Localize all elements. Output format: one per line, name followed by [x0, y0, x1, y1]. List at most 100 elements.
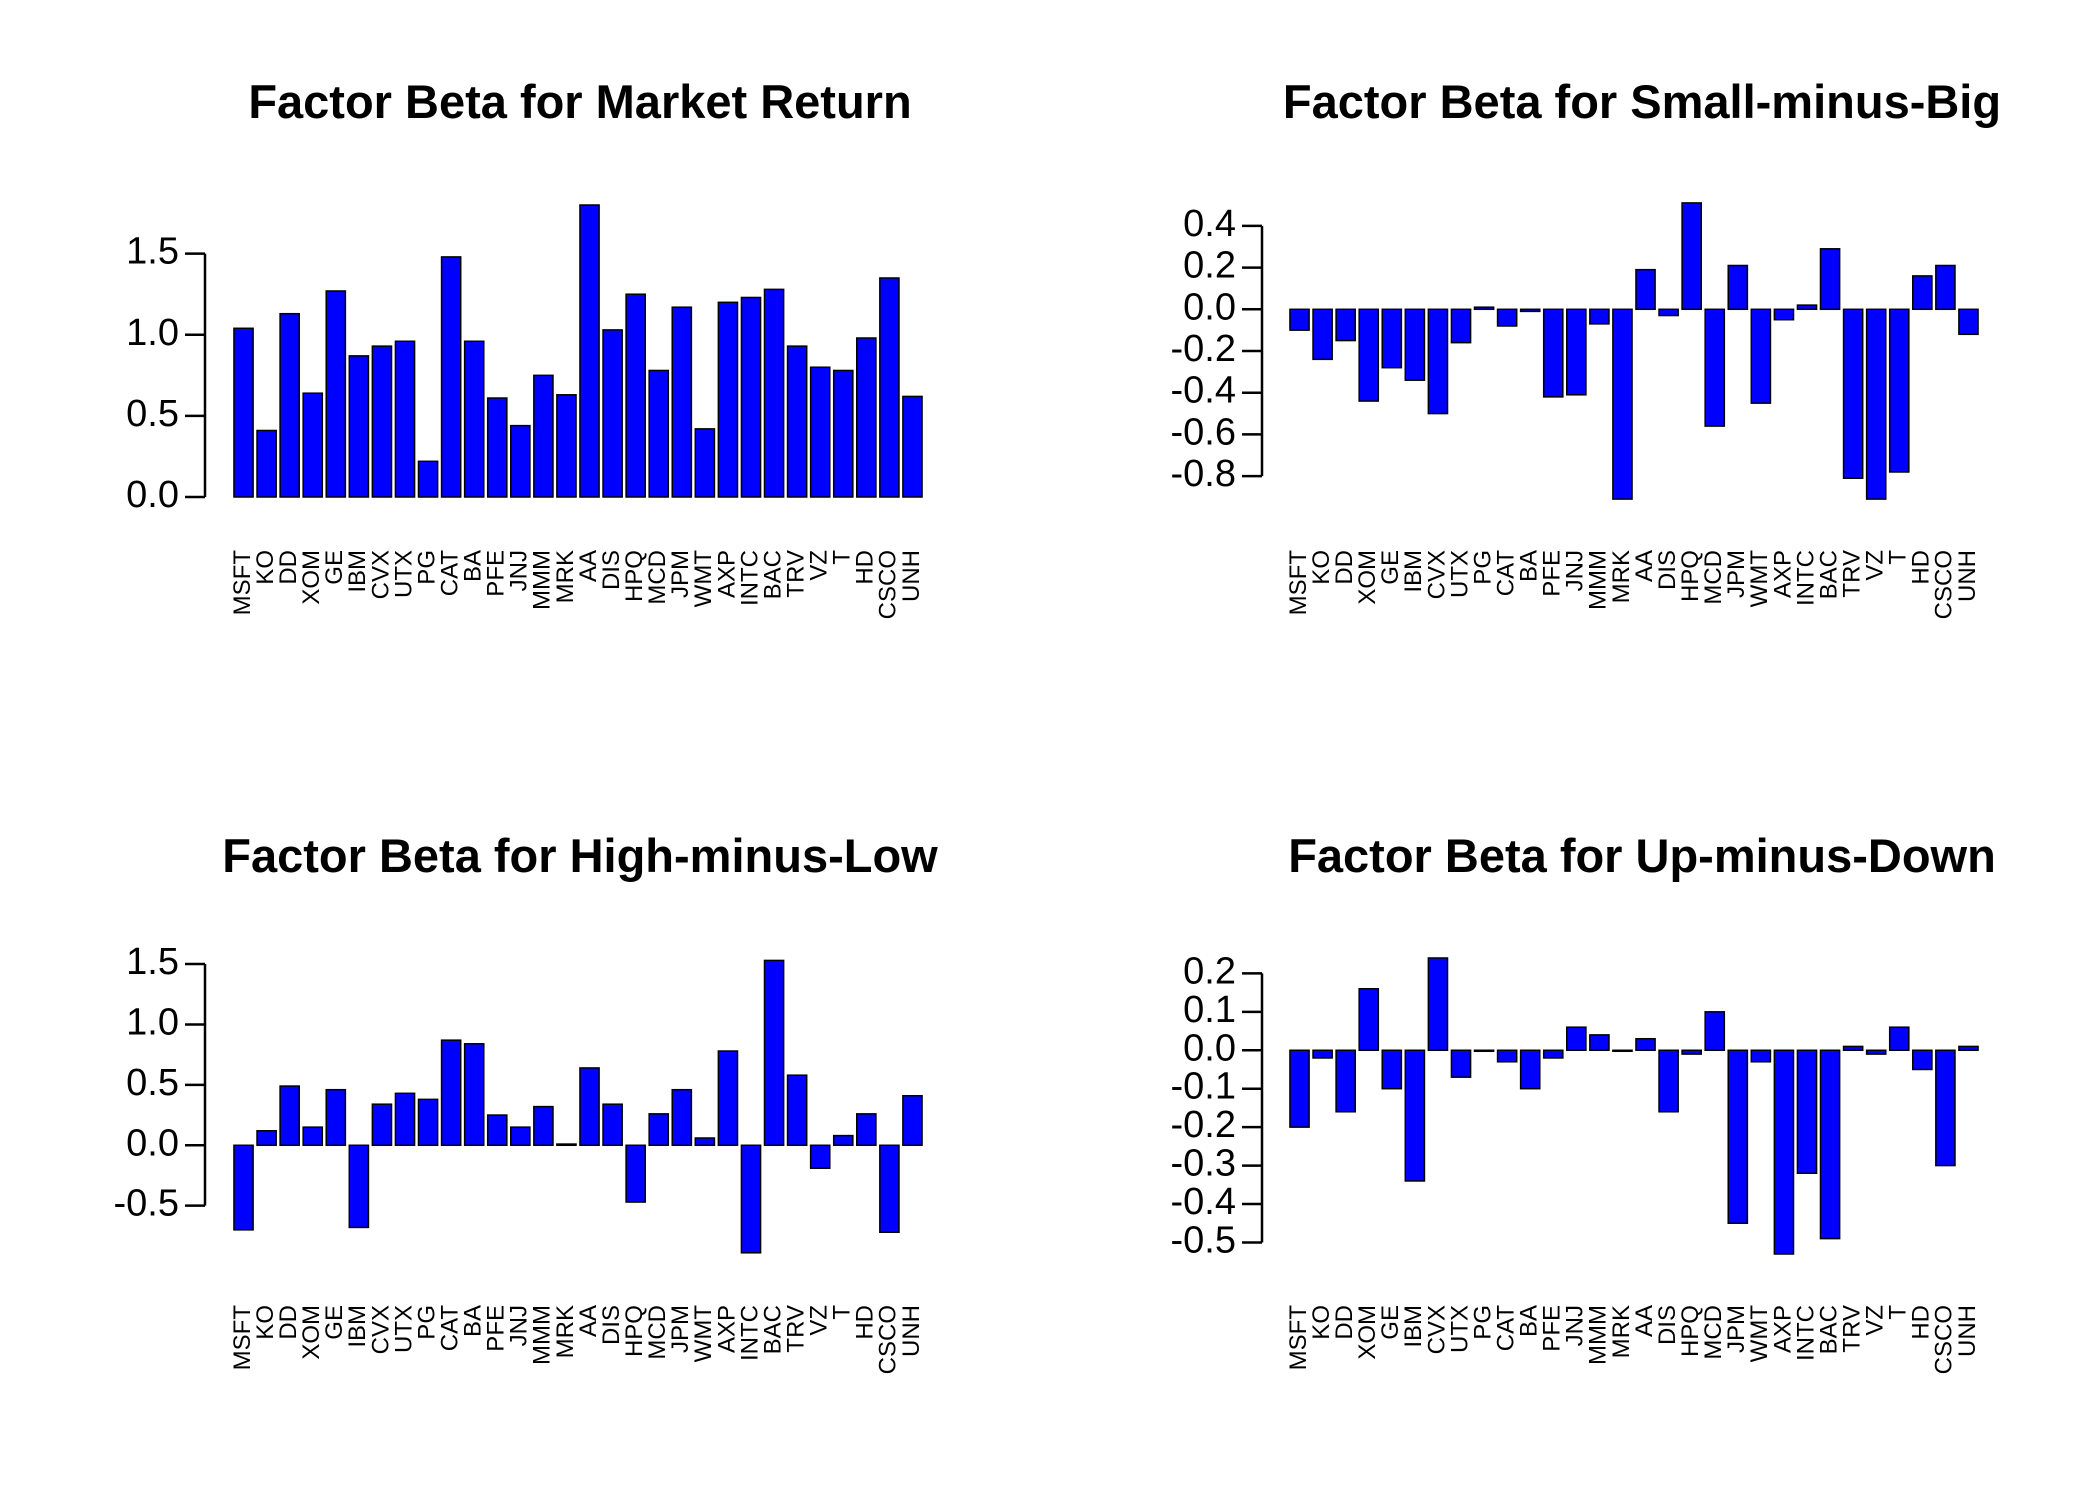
bar-ibm [348, 355, 370, 498]
x-tick-label: AA [1631, 1305, 1658, 1337]
x-tick-label: MRK [1608, 550, 1635, 603]
bar-hd [856, 1113, 877, 1147]
bar-mcd [648, 1113, 670, 1147]
y-tick-label: 0.2 [1183, 245, 1236, 287]
x-tick-label: DIS [1654, 1305, 1681, 1345]
x-tick-label: CVX [1423, 1305, 1450, 1354]
x-tick-label: AXP [713, 550, 740, 598]
bar-csco [879, 277, 900, 498]
bar-cvx [1427, 957, 1449, 1052]
x-tick-label: HD [852, 550, 879, 585]
bar-hpq [1681, 202, 1702, 311]
bar-cat [1496, 1049, 1518, 1063]
x-tick-label: DD [1331, 550, 1358, 585]
x-tick-label: MMM [1585, 550, 1612, 610]
x-tick-label: DIS [598, 550, 625, 590]
bar-trv [1842, 308, 1864, 479]
x-tick-label: MSFT [229, 1305, 256, 1371]
x-tick-label: PFE [1539, 550, 1566, 597]
bar-aa [579, 1067, 600, 1147]
x-tick-label: AA [1631, 550, 1658, 582]
chart-title: Factor Beta for Small-minus-Big [1283, 75, 2001, 128]
bar-mmm [1589, 308, 1610, 325]
bar-unh [1958, 1045, 1979, 1052]
bar-pfe [1542, 1049, 1564, 1059]
bar-mmm [533, 374, 554, 498]
y-tick-label: -0.8 [1171, 453, 1236, 495]
x-tick-label: HPQ [1677, 1305, 1704, 1357]
x-tick-label: T [1885, 1305, 1912, 1320]
x-tick-label: DIS [598, 1305, 625, 1345]
x-tick-label: MCD [644, 550, 671, 605]
x-tick-label: BAC [759, 1305, 786, 1354]
x-tick-label: VZ [1862, 1305, 1889, 1336]
x-tick-label: PG [1469, 1305, 1496, 1340]
bar-trv [786, 1074, 808, 1147]
bar-ge [1381, 1049, 1403, 1090]
x-tick-label: CVX [1423, 550, 1450, 599]
x-tick-label: WMT [1746, 1305, 1773, 1363]
bar-ko [256, 1130, 277, 1147]
x-tick-label: BAC [1815, 1305, 1842, 1354]
x-tick-label: JPM [1723, 550, 1750, 598]
bar-ba [1519, 1049, 1541, 1090]
x-tick-label: CVX [367, 1305, 394, 1354]
bar-vz [809, 1144, 831, 1169]
bar-axp [717, 1050, 739, 1147]
bar-utx [394, 1092, 416, 1147]
bar-jnj [1566, 308, 1587, 396]
bar-t [1888, 1026, 1910, 1051]
chart-title: Factor Beta for High-minus-Low [222, 829, 938, 882]
x-tick-label: MMM [1585, 1305, 1612, 1365]
y-tick-label: -0.5 [114, 1183, 179, 1225]
bar-intc [740, 296, 762, 498]
chart-title: Factor Beta for Up-minus-Down [1288, 829, 1996, 882]
bar-unh [902, 395, 923, 498]
y-tick-label: 1.0 [126, 312, 179, 354]
bar-pg [417, 460, 439, 498]
x-tick-label: WMT [1746, 550, 1773, 608]
bar-cat [440, 256, 462, 498]
panel-high-minus-low: Factor Beta for High-minus-Low MSFTKODDX… [114, 829, 939, 1374]
x-tick-label: AXP [713, 1305, 740, 1353]
x-tick-label: GE [1377, 1305, 1404, 1340]
bar-axp [717, 301, 739, 498]
x-tick-label: IBM [1400, 550, 1427, 593]
bar-pfe [1542, 308, 1564, 398]
bar-jnj [1566, 1026, 1587, 1051]
x-tick-label: JNJ [506, 1305, 533, 1346]
y-tick-label: -0.4 [1171, 1181, 1236, 1223]
x-tick-label: PFE [483, 550, 510, 597]
x-tick-label: UNH [898, 1305, 925, 1357]
x-tick-label: MRK [552, 550, 579, 603]
bar-hpq [625, 293, 646, 498]
y-tick-label: 0.5 [126, 1062, 179, 1104]
x-tick-label: JPM [667, 550, 694, 598]
x-tick-label: WMT [690, 550, 717, 608]
x-tick-label: DD [275, 1305, 302, 1340]
bar-hpq [625, 1144, 646, 1203]
x-tick-label: IBM [1400, 1305, 1427, 1348]
bar-msft [233, 327, 254, 498]
x-tick-label: INTC [736, 550, 763, 606]
x-tick-label: KO [1308, 1305, 1335, 1340]
bar-mcd [1704, 1011, 1726, 1052]
y-tick-label: 0.4 [1183, 203, 1236, 245]
x-tick-label: MRK [552, 1305, 579, 1358]
bar-intc [1796, 1049, 1818, 1175]
x-tick-label: CVX [367, 550, 394, 599]
bar-ko [1312, 1049, 1333, 1059]
x-tick-label: HPQ [1677, 550, 1704, 602]
bar-intc [1796, 304, 1818, 311]
x-tick-label: T [829, 1305, 856, 1320]
bar-msft [1289, 308, 1310, 331]
bar-mmm [533, 1105, 554, 1147]
x-tick-label: BA [1516, 1305, 1543, 1337]
bar-unh [902, 1094, 923, 1147]
x-tick-label: DD [275, 550, 302, 585]
y-tick-label: 1.0 [126, 1001, 179, 1043]
bar-pfe [486, 1114, 508, 1147]
bar-dis [1658, 1049, 1679, 1113]
bar-hd [1912, 275, 1933, 311]
x-tick-label: INTC [1792, 1305, 1819, 1361]
